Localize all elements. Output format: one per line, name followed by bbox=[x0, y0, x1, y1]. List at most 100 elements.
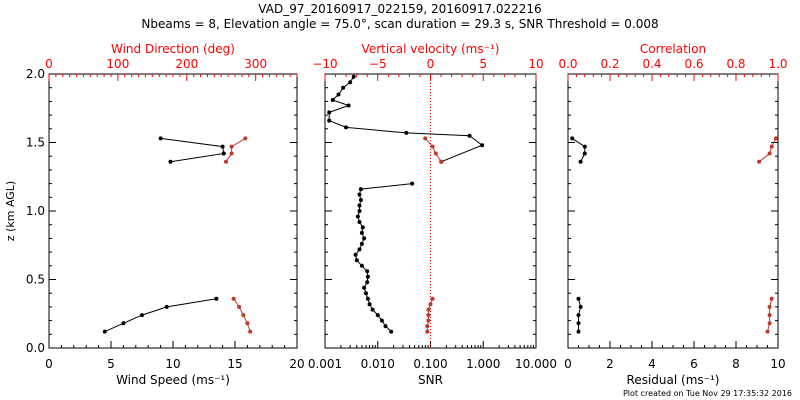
data-point bbox=[767, 151, 772, 156]
data-point bbox=[237, 304, 242, 309]
data-point bbox=[365, 296, 370, 301]
data-point bbox=[158, 136, 163, 141]
data-point bbox=[357, 192, 362, 197]
top-x-tick-label: 10 bbox=[528, 57, 543, 71]
data-point bbox=[430, 296, 435, 301]
data-point bbox=[243, 136, 248, 141]
x-tick-label: 10 bbox=[165, 357, 180, 371]
data-point bbox=[357, 209, 362, 213]
y-tick-label: 1.5 bbox=[26, 136, 45, 150]
data-point bbox=[425, 324, 430, 329]
red-series bbox=[224, 136, 248, 164]
x-tick-label: 15 bbox=[227, 357, 242, 371]
data-point bbox=[220, 144, 225, 149]
data-point bbox=[359, 230, 364, 235]
x-axis-title: Residual (ms⁻¹) bbox=[627, 373, 720, 387]
top-x-axis-title: Vertical velocity (ms⁻¹) bbox=[362, 42, 500, 56]
black-series bbox=[576, 296, 583, 334]
data-point bbox=[355, 214, 360, 219]
data-point bbox=[480, 143, 485, 148]
x-tick-label: 10.000 bbox=[515, 357, 557, 371]
data-point bbox=[576, 329, 581, 334]
data-point bbox=[367, 302, 372, 307]
data-point bbox=[767, 321, 772, 326]
panel-residual: 0 2 4 6 8 10 Residual (ms⁻¹) 0.0 0.2 0.4 0.6 0.8 1.0… bbox=[558, 42, 787, 387]
red-series bbox=[231, 296, 253, 334]
data-point bbox=[370, 307, 375, 312]
data-point bbox=[336, 92, 341, 97]
data-point bbox=[576, 313, 581, 318]
figure-title: VAD_97_20160917_022159, 20160917.022216 bbox=[258, 2, 541, 16]
red-series bbox=[423, 136, 444, 164]
data-point bbox=[383, 324, 388, 329]
red-series bbox=[757, 136, 778, 164]
data-point bbox=[365, 274, 370, 279]
black-series bbox=[102, 296, 219, 334]
red-series bbox=[765, 296, 774, 334]
data-point bbox=[348, 80, 353, 85]
data-point bbox=[357, 203, 362, 208]
data-point bbox=[351, 74, 356, 79]
data-point bbox=[467, 133, 472, 138]
x-tick-label: 6 bbox=[690, 357, 698, 371]
x-tick-label: 10 bbox=[770, 357, 785, 371]
x-tick-label: 1.000 bbox=[466, 357, 500, 371]
data-point bbox=[362, 285, 367, 290]
data-point bbox=[360, 225, 365, 230]
top-x-tick-label: 0.0 bbox=[558, 57, 577, 71]
black-series bbox=[570, 136, 587, 164]
plot-frame bbox=[48, 73, 298, 349]
x-tick-label: 0 bbox=[564, 357, 572, 371]
data-point bbox=[576, 296, 581, 301]
top-x-tick-label: −10 bbox=[312, 57, 337, 71]
data-point bbox=[767, 313, 772, 318]
y-tick-label: 2.0 bbox=[26, 67, 45, 81]
red-series bbox=[425, 296, 435, 334]
data-point bbox=[358, 198, 363, 202]
data-point bbox=[344, 125, 348, 130]
data-point bbox=[359, 241, 364, 246]
data-point bbox=[229, 144, 234, 149]
x-tick-label: 0.010 bbox=[361, 357, 395, 371]
data-point bbox=[245, 321, 250, 326]
data-point bbox=[433, 151, 438, 156]
series-line bbox=[355, 183, 413, 332]
plot-footer: Plot created on Tue Nov 29 17:35:32 2016 bbox=[623, 389, 792, 398]
top-x-tick-label: 200 bbox=[175, 57, 198, 71]
top-x-tick-label: 0 bbox=[45, 57, 53, 71]
data-point bbox=[389, 329, 394, 334]
data-point bbox=[410, 181, 415, 186]
x-tick-label: 0 bbox=[45, 357, 53, 371]
data-point bbox=[168, 159, 173, 164]
data-point bbox=[365, 269, 370, 274]
data-point bbox=[362, 236, 367, 241]
data-point bbox=[354, 258, 359, 263]
panel-snr: 0.001 0.010 0.100 1.000 10.000 SNR −10 −5 0 5 10 Ve… bbox=[308, 42, 557, 387]
top-x-tick-label: 0 bbox=[427, 57, 435, 71]
data-point bbox=[757, 159, 762, 164]
top-x-tick-label: 300 bbox=[244, 57, 267, 71]
plot-frame bbox=[567, 73, 779, 349]
x-tick-label: 0.001 bbox=[308, 357, 342, 371]
data-point bbox=[375, 313, 380, 318]
data-point bbox=[140, 313, 144, 318]
series-line bbox=[104, 298, 217, 333]
black-series bbox=[158, 136, 226, 164]
data-point bbox=[767, 304, 772, 309]
y-tick-label: 0.5 bbox=[26, 273, 45, 287]
series-line bbox=[160, 137, 225, 163]
data-point bbox=[358, 187, 363, 192]
x-tick-label: 0.100 bbox=[413, 357, 447, 371]
data-point bbox=[765, 329, 770, 334]
data-point bbox=[404, 130, 409, 135]
data-point bbox=[341, 85, 346, 90]
data-point bbox=[773, 136, 778, 141]
data-point bbox=[364, 291, 368, 296]
data-point bbox=[426, 307, 431, 312]
data-point bbox=[214, 296, 219, 301]
x-tick-label: 2 bbox=[606, 357, 614, 371]
data-point bbox=[426, 313, 431, 318]
series-line bbox=[571, 137, 586, 162]
